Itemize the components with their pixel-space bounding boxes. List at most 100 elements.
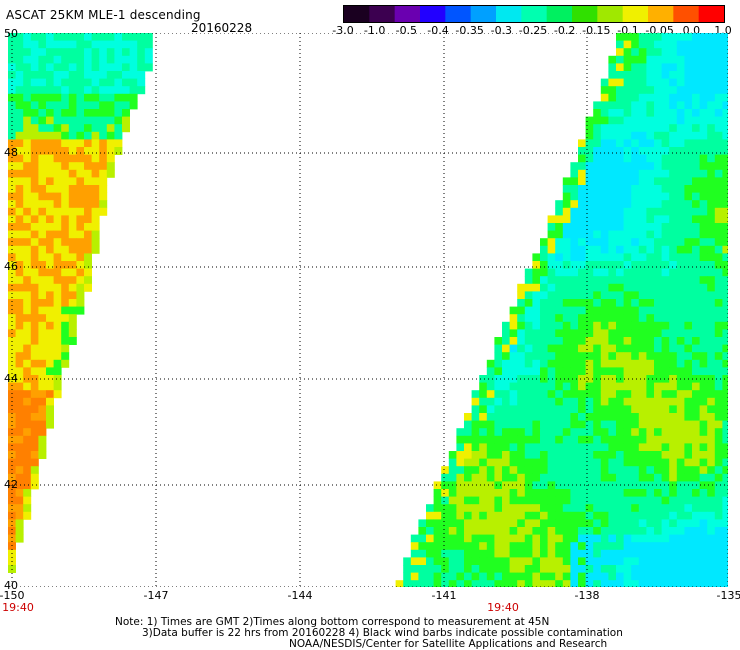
swath-cell (699, 329, 708, 338)
swath-cell (8, 435, 16, 444)
colorbar-segment (698, 6, 724, 22)
swath-cell (23, 306, 32, 315)
swath-cell (669, 101, 678, 110)
swath-cell (699, 169, 708, 178)
swath-cell (654, 344, 662, 353)
swath-cell (532, 390, 541, 399)
swath-cell (669, 306, 678, 315)
swath-cell (631, 473, 640, 482)
swath-cell (494, 337, 503, 345)
swath-cell (646, 147, 655, 155)
swath-cell (570, 283, 579, 292)
swath-cell (600, 139, 609, 148)
swath-cell (471, 435, 480, 444)
swath-cell (578, 390, 586, 399)
swath-cell (714, 40, 723, 49)
swath-cell (692, 147, 700, 155)
swath-cell (707, 192, 716, 201)
swath-cell (684, 230, 693, 239)
swath-cell (509, 352, 518, 361)
swath-cell (608, 519, 617, 528)
swath-cell (464, 435, 472, 444)
swath-cell (585, 321, 594, 330)
swath-cell (30, 367, 39, 376)
swath-cell (15, 230, 24, 239)
swath-cell (61, 55, 70, 64)
swath-cell (585, 382, 594, 391)
swath-cell (410, 580, 419, 587)
swath-cell (722, 367, 728, 376)
swath-cell (593, 390, 602, 399)
colorbar-segment (546, 6, 573, 22)
swath-cell (547, 238, 556, 247)
swath-cell (547, 230, 556, 239)
swath-cell (448, 572, 457, 581)
swath-cell (631, 131, 640, 140)
swath-cell (608, 413, 617, 421)
swath-cell (578, 435, 586, 444)
lon-label-150: -150 (0, 589, 25, 602)
swath-cell (524, 344, 533, 353)
swath-cell (137, 48, 146, 57)
swath-cell (722, 78, 728, 87)
swath-cell (654, 268, 662, 277)
swath-cell (638, 245, 647, 254)
swath-cell (638, 337, 647, 345)
swath-cell (91, 200, 100, 209)
swath-cell (8, 276, 16, 285)
swath-cell (646, 71, 655, 79)
swath-cell (61, 93, 70, 102)
swath-cell (722, 489, 728, 497)
swath-cell (684, 185, 693, 193)
swath-cell (669, 93, 678, 102)
swath-cell (46, 245, 54, 254)
swath-cell (692, 519, 700, 528)
swath-cell (441, 519, 450, 528)
swath-cell (46, 162, 54, 171)
swath-cell (661, 139, 670, 148)
swath-cell (46, 413, 54, 421)
swath-cell (23, 337, 32, 345)
swath-cell (661, 55, 670, 64)
swath-cell (684, 314, 693, 323)
swath-cell (661, 207, 670, 216)
swath-cell (53, 253, 62, 262)
swath-cell (68, 207, 77, 216)
swath-cell (547, 435, 556, 444)
swath-cell (403, 572, 412, 581)
swath-cell (578, 481, 586, 490)
swath-cell (23, 131, 32, 140)
swath-cell (699, 63, 708, 72)
swath-cell (654, 496, 662, 505)
swath-cell (593, 519, 602, 528)
swath-cell (137, 71, 146, 79)
swath-cell (84, 124, 92, 133)
swath-cell (532, 504, 541, 513)
swath-cell (707, 565, 716, 573)
swath-cell (676, 382, 685, 391)
swath-cell (578, 397, 586, 406)
swath-cell (593, 124, 602, 133)
swath-cell (524, 337, 533, 345)
swath-cell (547, 367, 556, 376)
swath-cell (509, 504, 518, 513)
swath-cell (38, 207, 47, 216)
swath-cell (676, 40, 685, 49)
swath-cell (638, 78, 647, 87)
swath-cell (676, 519, 685, 528)
swath-cell (38, 428, 47, 437)
swath-cell (562, 283, 571, 292)
swath-cell (38, 261, 47, 269)
swath-cell (714, 283, 723, 292)
swath-cell (593, 549, 602, 558)
swath-cell (669, 420, 678, 429)
swath-cell (46, 230, 54, 239)
swath-cell (616, 519, 624, 528)
swath-cell (669, 86, 678, 95)
swath-cell (676, 489, 685, 497)
swath-cell (722, 306, 728, 315)
swath-cell (540, 466, 548, 475)
swath-cell (418, 527, 427, 535)
swath-cell (30, 466, 39, 475)
swath-cell (646, 40, 655, 49)
